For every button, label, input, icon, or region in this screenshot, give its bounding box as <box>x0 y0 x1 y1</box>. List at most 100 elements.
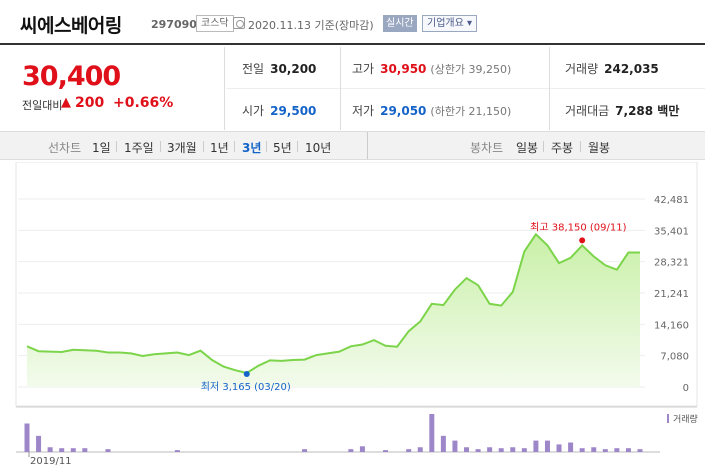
volume-bar <box>24 423 30 452</box>
volume-bar <box>637 449 643 452</box>
volume-bar <box>591 447 597 452</box>
stat-high: 고가 30,950 (상한가 39,250) <box>352 60 511 77</box>
stat-value: 29,050 <box>380 104 427 118</box>
tab-separator <box>160 141 161 152</box>
tab-separator <box>297 141 298 152</box>
tab-5y[interactable]: 5년 <box>273 141 292 155</box>
tab-separator <box>580 141 581 152</box>
volume-bar <box>544 440 550 452</box>
volume-bar <box>174 450 180 452</box>
volume-bar <box>406 449 412 452</box>
volume-bar <box>440 435 446 452</box>
y-tick-label: 35,401 <box>654 226 689 237</box>
stat-label: 저가 <box>352 104 375 118</box>
volume-bar <box>70 448 76 452</box>
volume-bar <box>452 440 458 452</box>
max-annotation: 최고 38,150 (09/11) <box>530 221 626 233</box>
tab-3m[interactable]: 3개월 <box>167 141 197 155</box>
tab-separator <box>116 141 117 152</box>
volume-bar <box>579 448 585 452</box>
volume-legend-swatch <box>667 414 669 423</box>
clock-icon <box>233 17 245 29</box>
x-tick-label: 2019/11 <box>30 456 72 467</box>
stat-value: 242,035 <box>604 62 659 76</box>
min-point <box>243 370 250 377</box>
stock-name: 씨에스베어링 <box>20 15 122 37</box>
volume-bar <box>556 444 562 452</box>
volume-bar <box>359 446 365 452</box>
max-point <box>579 237 586 244</box>
stat-value: 30,950 <box>380 62 427 76</box>
volume-bar <box>614 448 620 452</box>
stat-prev-close: 전일 30,200 <box>242 60 316 77</box>
volume-bar <box>533 440 539 452</box>
volume-bar <box>36 435 42 452</box>
change-value: 200 <box>75 95 105 111</box>
stock-code: 297090 <box>151 18 197 31</box>
y-tick-label: 14,160 <box>654 320 689 331</box>
stat-label: 전일 <box>242 62 265 76</box>
volume-bar <box>59 448 65 452</box>
y-tick-label: 0 <box>683 383 689 394</box>
volume-bar <box>105 449 111 452</box>
volume-legend-label: 거래량 <box>673 413 698 425</box>
stock-header: 씨에스베어링 297090 코스닥 2020.11.13 기준(장마감) 실시간… <box>0 0 705 45</box>
current-price: 30,400 <box>22 61 121 92</box>
tab-1y[interactable]: 1년 <box>210 141 229 155</box>
price-summary: 30,400 전일대비 ▲ 200 +0.66% <box>0 47 225 130</box>
volume-bar <box>429 414 435 452</box>
market-badge: 코스닥 <box>196 15 234 32</box>
price-area <box>27 234 640 387</box>
stats-divider <box>549 47 550 130</box>
y-tick-label: 28,321 <box>654 258 689 269</box>
tab-1w[interactable]: 1주일 <box>124 141 154 155</box>
stat-value: 29,500 <box>270 104 317 118</box>
tab-separator <box>543 141 544 152</box>
volume-bar <box>510 447 516 452</box>
chart-frame <box>15 162 698 407</box>
line-chart-label: 선차트 <box>48 141 82 155</box>
tab-10y[interactable]: 10년 <box>305 141 332 155</box>
volume-bar <box>417 447 423 452</box>
volume-bar <box>521 448 527 452</box>
company-info-dropdown[interactable]: 기업개요 ▾ <box>422 15 477 32</box>
stat-label: 거래대금 <box>565 104 610 118</box>
tab-separator <box>203 141 204 152</box>
stat-open: 시가 29,500 <box>242 102 316 119</box>
tab-daily[interactable]: 일봉 <box>516 141 539 155</box>
candle-chart-label: 봉차트 <box>470 141 504 155</box>
tab-1d[interactable]: 1일 <box>92 141 111 155</box>
stat-amount: 거래대금 7,288 백만 <box>565 102 679 119</box>
stat-label: 시가 <box>242 104 265 118</box>
stats-panel: 전일 30,200 시가 29,500 고가 30,950 (상한가 39,250) 저… <box>226 47 705 130</box>
volume-bar <box>498 448 504 452</box>
price-chart-svg: 42,481 35,401 28,321 21,241 14,160 7,080 0 최고 3… <box>15 162 698 467</box>
quote-date: 2020.11.13 기준(장마감) <box>248 19 374 32</box>
y-tick-label: 42,481 <box>654 195 689 206</box>
volume-bar <box>602 449 608 452</box>
tab-3y[interactable]: 3년 <box>242 141 262 155</box>
change-label: 전일대비 <box>22 99 63 112</box>
stat-low: 저가 29,050 (하한가 21,150) <box>352 102 511 119</box>
y-tick-label: 7,080 <box>660 352 689 363</box>
lower-limit: (하한가 21,150) <box>430 105 512 118</box>
tab-monthly[interactable]: 월봉 <box>588 141 611 155</box>
stat-label: 고가 <box>352 62 375 76</box>
volume-bar <box>302 449 308 452</box>
stats-divider <box>226 88 705 89</box>
volume-bar <box>487 447 493 452</box>
min-annotation: 최저 3,165 (03/20) <box>201 381 291 393</box>
y-tick-label: 21,241 <box>654 289 689 300</box>
change-percent: +0.66% <box>113 95 174 111</box>
realtime-button[interactable]: 실시간 <box>383 15 417 32</box>
chart-period-tabs: 선차트 1일 1주일 3개월 1년 3년 5년 10년 봉차트 일봉 주봉 월봉 <box>0 131 705 160</box>
volume-bar <box>383 450 389 452</box>
tab-weekly[interactable]: 주봉 <box>551 141 574 155</box>
tabs-divider <box>367 132 368 159</box>
price-line <box>26 232 640 375</box>
stat-label: 거래량 <box>565 62 599 76</box>
volume-bar <box>568 442 574 452</box>
stat-value: 30,200 <box>270 62 317 76</box>
volume-bar <box>348 449 354 452</box>
volume-bar <box>464 447 470 452</box>
